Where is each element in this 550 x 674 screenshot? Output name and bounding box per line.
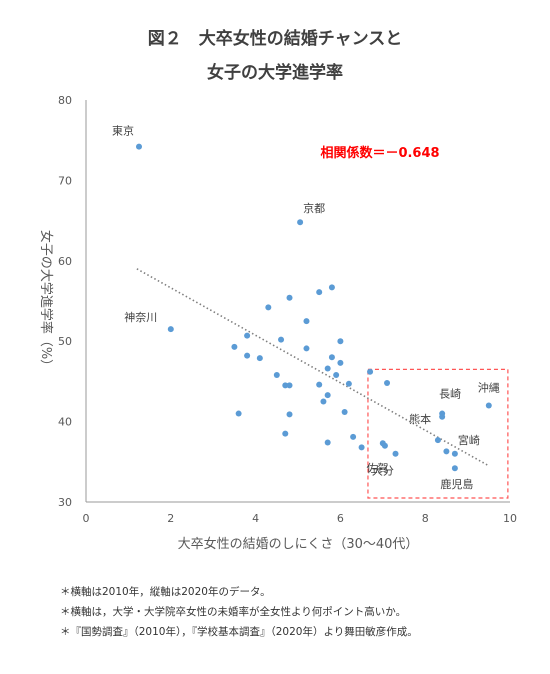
data-point [244,332,251,339]
data-point [297,219,304,226]
point-label: 沖縄 [478,381,500,395]
data-point [231,343,238,350]
y-tick-label: 50 [58,335,72,348]
footnote-1: ＊横軸は2010年，縦軸は2020年のデータ。 [60,586,271,598]
point-label: 東京 [112,124,134,138]
data-point [451,450,458,457]
data-point [333,371,340,378]
data-point [265,304,272,311]
x-tick-label: 2 [167,512,174,525]
footnote-2: ＊横軸は，大学・大学院卒女性の未婚率が全女性より何ポイント高いか。 [60,606,407,618]
data-point [136,143,142,150]
data-point [379,440,386,447]
data-point [434,437,441,444]
chart-title-line1: 図２ 大卒女性の結婚チャンスと [147,29,403,49]
point-label: 佐賀 [367,461,389,475]
x-tick-label: 4 [252,512,259,525]
data-point [324,365,331,372]
data-point [358,444,365,451]
y-axis-label: 女子の大学進学率（%） [38,230,54,372]
y-tick-label: 70 [58,174,72,187]
data-point [320,398,327,405]
data-point [324,392,331,399]
point-label: 神奈川 [124,310,157,324]
data-point [337,359,344,366]
footnotes: ＊横軸は2010年，縦軸は2020年のデータ。 ＊横軸は，大学・大学院卒女性の未… [60,582,418,642]
data-point [341,408,348,415]
data-point [328,354,335,361]
y-tick-label: 60 [58,255,72,268]
point-label: 長崎 [439,387,461,401]
point-label: 京都 [303,201,325,215]
y-tick-label: 30 [58,496,72,509]
data-point [451,465,458,472]
data-point [282,430,289,437]
data-point [350,433,357,440]
data-point [439,413,446,420]
x-tick-label: 10 [503,512,517,525]
data-point [273,371,280,378]
x-tick-label: 8 [422,512,429,525]
data-point [286,294,293,301]
highlight-box [367,368,509,499]
data-point [316,381,323,388]
data-point [286,411,293,418]
data-point [286,382,293,389]
data-point [443,448,450,455]
point-label: 大分 [372,464,394,478]
y-tick-label: 80 [58,94,72,107]
data-point [392,450,399,457]
data-point [244,352,251,359]
chart-title-line2: 女子の大学進学率 [207,63,343,83]
data-point [282,382,289,389]
data-point [485,402,492,409]
data-point [328,284,335,291]
data-point [367,368,374,375]
data-point [303,318,310,325]
correlation-label: 相関係数＝－0.648 [320,145,439,161]
x-tick-label: 6 [337,512,344,525]
footnote-3: ＊『国勢調査』（2010年），『学校基本調査』（2020年）より舞田敏彦作成。 [60,626,418,638]
data-point [278,336,285,343]
scatter-chart: 30 40 50 60 70 80 0 2 4 6 8 10 大卒女性の結婚のしにくさ（30〜40代） 女… [38,94,517,552]
y-tick-label: 40 [58,416,72,429]
data-point [345,380,352,387]
trend-line [136,268,490,467]
data-point [303,345,310,352]
data-point [324,439,331,446]
data-point [384,380,391,387]
x-tick-label: 0 [83,512,90,525]
x-axis-label: 大卒女性の結婚のしにくさ（30〜40代） [178,536,419,552]
data-point [235,410,242,417]
point-label: 宮崎 [458,433,480,447]
data-point [256,355,263,362]
data-point [167,326,174,333]
point-label: 熊本 [409,412,431,426]
point-label: 鹿児島 [440,477,473,491]
data-point [337,338,344,345]
data-point [316,289,323,296]
